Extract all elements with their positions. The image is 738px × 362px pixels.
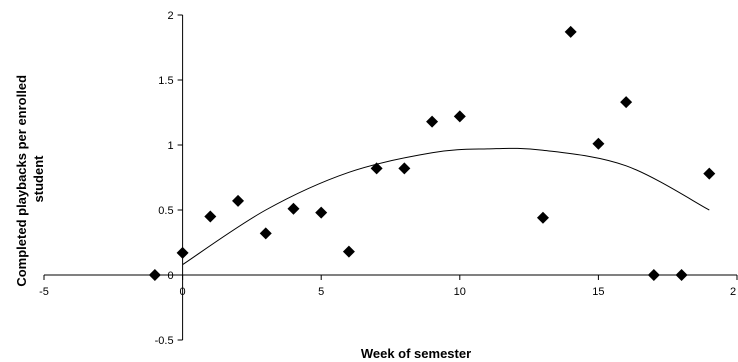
data-point <box>287 202 300 215</box>
y-axis-title: Completed playbacks per enrolled student <box>14 71 46 286</box>
y-axis-title-line-2: student <box>31 155 46 203</box>
x-tick-label: 0 <box>180 286 186 298</box>
data-point <box>620 96 633 109</box>
x-tick-label: 2 <box>730 286 736 298</box>
data-point <box>176 246 189 259</box>
x-tick-label: -5 <box>39 286 49 298</box>
data-point <box>259 227 272 240</box>
data-point <box>398 162 411 175</box>
data-point <box>148 269 161 281</box>
x-tick-labels: -5 0 5 10 15 2 <box>39 286 736 298</box>
y-tick-label: 0.5 <box>158 205 173 217</box>
y-tick-label: 2 <box>167 10 173 22</box>
data-point <box>536 211 549 224</box>
data-point <box>453 110 466 123</box>
x-tick-label: 15 <box>592 286 604 298</box>
y-axis-title-line-1: Completed playbacks per enrolled <box>14 75 29 287</box>
y-tick-label: 1 <box>167 140 173 152</box>
data-point <box>647 269 660 281</box>
axes <box>43 14 738 341</box>
x-axis-title: Week of semester <box>361 346 471 361</box>
data-point <box>370 162 383 175</box>
y-tick-labels: -0.5 0 0.5 1 1.5 2 <box>155 10 174 347</box>
trendline-curve <box>182 147 710 266</box>
data-point <box>564 25 577 38</box>
x-tick-label: 10 <box>454 286 466 298</box>
data-point <box>426 115 439 128</box>
data-point <box>342 245 355 258</box>
data-point <box>315 206 328 219</box>
data-point <box>204 210 217 223</box>
data-point <box>703 167 716 180</box>
x-tick-label: 5 <box>318 286 324 298</box>
y-tick-label: 1.5 <box>158 75 173 87</box>
trendline <box>182 147 710 266</box>
data-point <box>232 194 245 207</box>
data-point <box>592 137 605 150</box>
data-point <box>675 269 688 281</box>
y-tick-label: -0.5 <box>155 335 174 347</box>
data-points <box>148 25 716 281</box>
y-tick-label: 0 <box>167 270 173 282</box>
